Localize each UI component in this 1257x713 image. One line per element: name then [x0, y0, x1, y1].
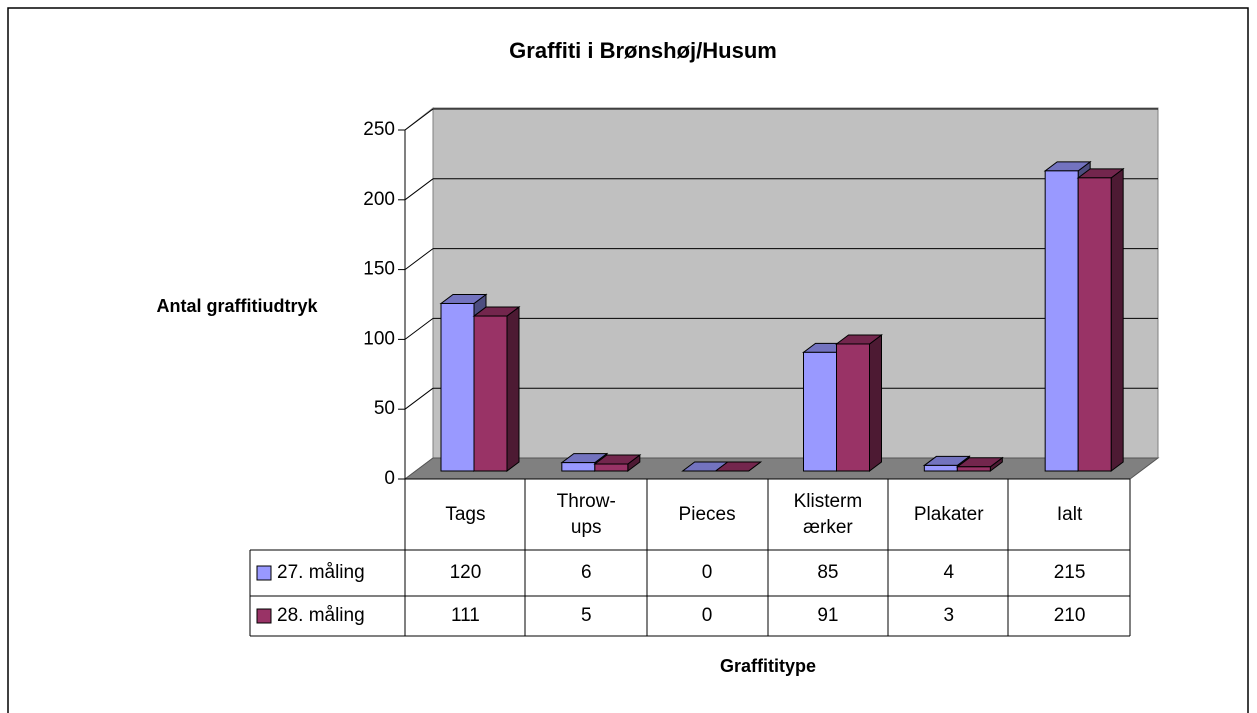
table-value: 0	[647, 550, 768, 596]
legend-label: 28. måling	[277, 605, 365, 626]
category-label: Throw-ups	[526, 479, 647, 550]
bar	[803, 351, 837, 472]
bar-side	[506, 306, 520, 472]
grid-line	[404, 317, 434, 340]
category-label: Tags	[405, 479, 526, 550]
table-value-text: 0	[701, 605, 713, 626]
table-value: 85	[768, 550, 889, 596]
x-axis-label: Graffititype	[720, 656, 816, 676]
table-value: 210	[1009, 596, 1130, 636]
category-label-text: Plakater	[913, 503, 984, 525]
table-value-text: 5	[580, 605, 592, 626]
grid-line	[404, 178, 434, 201]
table-value-text: 85	[817, 562, 839, 583]
category-label-text: Ialt	[1056, 503, 1083, 525]
data-table-grid	[249, 478, 1131, 637]
table-value-text: 215	[1053, 562, 1086, 583]
bar	[1044, 170, 1079, 472]
grid-line	[404, 108, 434, 131]
legend-label: 27. måling	[277, 562, 365, 583]
table-value-text: 4	[943, 562, 955, 583]
category-label: Plakater	[888, 479, 1009, 550]
bar	[836, 343, 870, 472]
y-tick-label: 150	[363, 259, 395, 280]
y-tick-label: 250	[363, 119, 395, 140]
table-value: 6	[526, 550, 647, 596]
category-label-text: Tags	[445, 503, 486, 525]
category-label-text: Pieces	[678, 503, 736, 525]
y-tick-label: 100	[363, 328, 395, 349]
table-value-text: 120	[449, 562, 482, 583]
table-value: 0	[647, 596, 768, 636]
table-value-text: 111	[450, 605, 480, 626]
grid-line	[404, 387, 434, 410]
bar	[923, 464, 958, 472]
bar	[440, 302, 475, 472]
y-tick-label: 50	[374, 398, 395, 419]
bar	[1077, 177, 1112, 472]
bar-top	[714, 461, 763, 472]
bar	[473, 315, 508, 472]
table-value: 215	[1009, 550, 1130, 596]
table-value: 120	[405, 550, 526, 596]
legend-swatch	[256, 565, 272, 581]
side-wall	[404, 106, 434, 480]
table-value: 4	[888, 550, 1009, 596]
category-label-text: Throw-ups	[556, 490, 616, 538]
table-value: 91	[768, 596, 889, 636]
bar	[594, 463, 629, 472]
category-label: Ialt	[1009, 479, 1130, 550]
bar	[956, 466, 991, 472]
grid-line	[404, 248, 434, 271]
category-label: Klistermærker	[768, 479, 889, 550]
category-label-text: Klistermærker	[793, 490, 863, 538]
table-value-text: 91	[817, 605, 839, 626]
table-value-text: 6	[580, 562, 592, 583]
chart-title: Graffiti i Brønshøj/Husum	[509, 38, 777, 63]
legend-swatch	[256, 608, 272, 624]
table-value-text: 3	[943, 605, 955, 626]
table-value: 111	[405, 596, 526, 636]
table-value: 3	[888, 596, 1009, 636]
table-value-text: 210	[1053, 605, 1086, 626]
y-tick-label: 0	[384, 468, 395, 489]
y-axis-label: Antal graffitiudtryk	[156, 296, 318, 316]
bar	[561, 462, 596, 472]
y-tick-label: 200	[363, 189, 395, 210]
chart-border	[7, 7, 1249, 713]
bar-side	[869, 333, 882, 472]
table-value-text: 0	[701, 562, 713, 583]
bar-side	[1110, 167, 1124, 472]
category-label: Pieces	[647, 479, 768, 550]
table-value: 5	[526, 596, 647, 636]
